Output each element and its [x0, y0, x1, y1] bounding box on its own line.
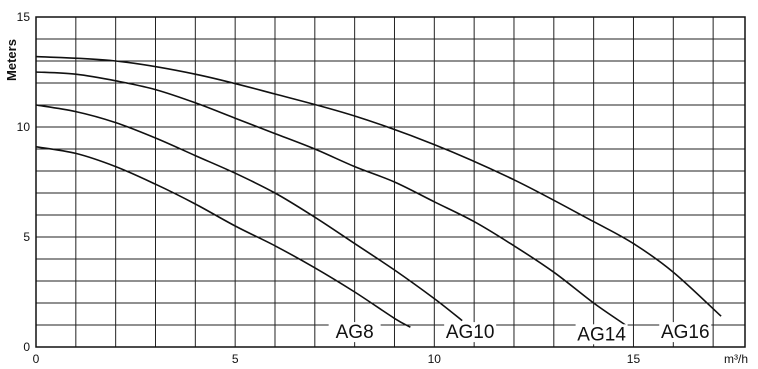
- y-tick-label: 10: [17, 120, 31, 134]
- x-tick-label: 0: [33, 352, 40, 366]
- series-label-background: [659, 322, 712, 343]
- curve-ag16: [35, 55, 722, 317]
- y-tick-label: 5: [23, 230, 30, 244]
- y-tick-label: 15: [17, 10, 31, 24]
- series-label-background: [575, 324, 628, 345]
- x-axis-unit-label: m³/h: [724, 352, 748, 366]
- curve-ag14: [35, 71, 626, 326]
- x-tick-label: 10: [428, 352, 442, 366]
- x-tick-label: 5: [232, 352, 239, 366]
- plot-frame: [35, 16, 746, 348]
- series-label-ag16: AG16: [661, 322, 710, 343]
- y-tick-label: 0: [23, 340, 30, 354]
- grid: [36, 17, 745, 347]
- curve-ag10: [35, 104, 463, 322]
- pump-curves: [35, 55, 722, 328]
- axis-ticks: 0 5 10 15 0 5 10 15: [17, 10, 641, 366]
- series-label-background: [444, 322, 497, 343]
- series-label-background: [328, 322, 381, 343]
- series-label-ag14: AG14: [577, 324, 626, 345]
- x-tick-label: 15: [627, 352, 641, 366]
- series-label-ag8: AG8: [336, 322, 374, 343]
- y-axis-title: Meters: [4, 39, 19, 81]
- series-labels: AG8 AG10 AG14 AG16: [328, 322, 712, 345]
- series-label-ag10: AG10: [446, 322, 495, 343]
- curve-ag8: [35, 146, 411, 328]
